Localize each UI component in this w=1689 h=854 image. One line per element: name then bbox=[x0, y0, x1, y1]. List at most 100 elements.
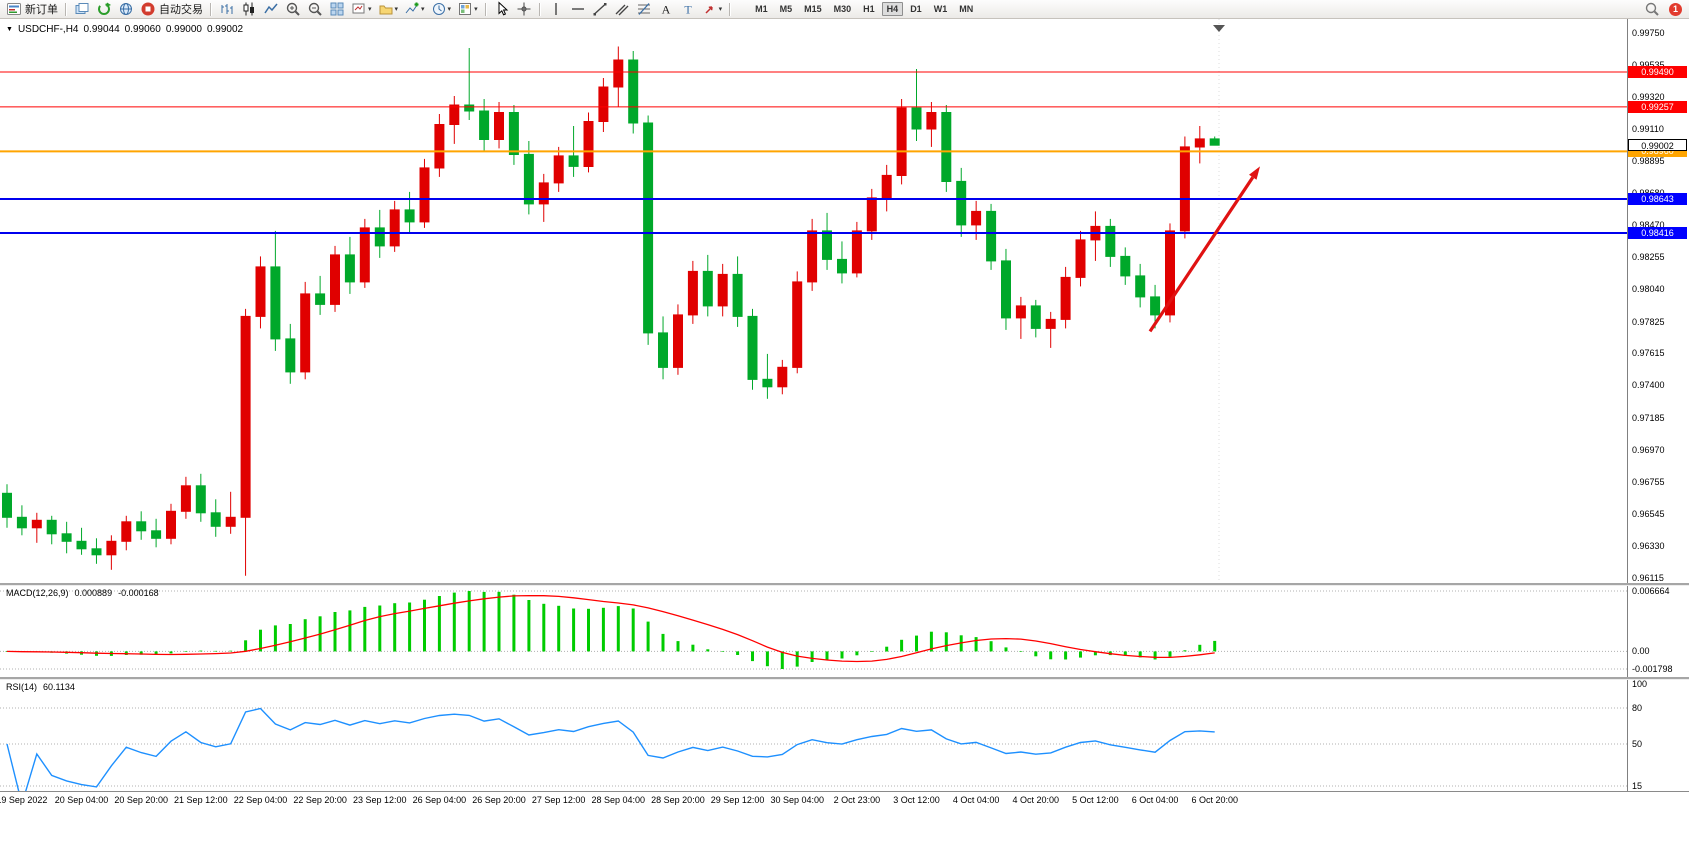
chart-menu-icon[interactable]: ▼ bbox=[6, 26, 13, 33]
timeframe-mn[interactable]: MN bbox=[959, 4, 974, 14]
panel-splitter[interactable] bbox=[0, 583, 1689, 586]
timeframe-m15[interactable]: M15 bbox=[804, 4, 822, 14]
timeframe-h4[interactable]: H4 bbox=[881, 2, 904, 16]
new-order-button[interactable]: 新订单 bbox=[4, 1, 60, 18]
time-axis-label: 30 Sep 04:00 bbox=[770, 795, 824, 805]
candle bbox=[1135, 275, 1146, 298]
autotrading-button[interactable]: 自动交易 bbox=[138, 1, 205, 18]
macd-bar bbox=[288, 624, 292, 652]
time-axis-label: 21 Sep 12:00 bbox=[174, 795, 228, 805]
macd-bar bbox=[646, 621, 650, 652]
candle bbox=[717, 273, 728, 307]
line-chart-icon[interactable] bbox=[261, 1, 281, 18]
rsi-indicator-panel[interactable] bbox=[0, 679, 1689, 791]
candle bbox=[1150, 296, 1161, 316]
candle bbox=[449, 104, 460, 125]
autotrading-icon bbox=[140, 1, 156, 17]
macd-bar bbox=[378, 605, 382, 652]
candle bbox=[300, 293, 311, 373]
macd-bar bbox=[1198, 644, 1202, 652]
macd-bar bbox=[676, 641, 680, 652]
time-axis-label: 3 Oct 12:00 bbox=[893, 795, 940, 805]
macd-bar bbox=[929, 631, 933, 652]
vertical-line-icon[interactable] bbox=[546, 1, 566, 18]
candle bbox=[31, 519, 42, 529]
macd-bar bbox=[989, 641, 993, 652]
macd-bar bbox=[259, 629, 262, 652]
equidistant-channel-icon[interactable] bbox=[612, 1, 632, 18]
macd-bar bbox=[974, 637, 978, 652]
crosshair-icon[interactable] bbox=[514, 1, 534, 18]
timeframe-h1[interactable]: H1 bbox=[863, 4, 875, 14]
macd-bar bbox=[1004, 647, 1008, 652]
timeframe-m1[interactable]: M1 bbox=[755, 4, 768, 14]
fibonacci-icon[interactable] bbox=[634, 1, 654, 18]
arrows-icon[interactable]: ▾ bbox=[700, 1, 725, 18]
candle bbox=[1105, 225, 1116, 257]
macd-bar bbox=[691, 644, 695, 652]
time-axis[interactable]: 19 Sep 2022 20 Sep 04:00 20 Sep 20:00 21 Se… bbox=[0, 791, 1689, 854]
text-icon[interactable]: A bbox=[656, 1, 676, 18]
candle bbox=[195, 485, 206, 514]
macd-bar bbox=[885, 646, 889, 652]
macd-bar bbox=[199, 650, 203, 652]
candle bbox=[583, 121, 594, 167]
horizontal-line-icon[interactable] bbox=[568, 1, 588, 18]
timeframe-d1[interactable]: D1 bbox=[910, 4, 922, 14]
new-chart-icon[interactable]: ▾ bbox=[349, 1, 374, 18]
candle bbox=[315, 293, 326, 305]
chart-title: ▼ USDCHF-,H4 0.99044 0.99060 0.99000 0.9… bbox=[6, 24, 248, 35]
candle bbox=[151, 530, 162, 539]
macd-bar bbox=[333, 612, 337, 652]
macd-bar bbox=[810, 651, 814, 662]
panel-splitter[interactable] bbox=[0, 677, 1689, 680]
candle bbox=[225, 516, 236, 527]
templates-icon[interactable]: ▾ bbox=[455, 1, 480, 18]
periods-icon[interactable]: ▾ bbox=[429, 1, 454, 18]
macd-bar bbox=[1213, 640, 1217, 652]
macd-bar bbox=[557, 605, 561, 652]
timeframe-m5[interactable]: M5 bbox=[779, 4, 793, 14]
time-axis-label: 20 Sep 04:00 bbox=[54, 795, 109, 805]
macd-title: MACD(12,26,9) 0.000889 -0.000168 bbox=[6, 588, 165, 598]
candle bbox=[986, 210, 997, 262]
macd-bar bbox=[780, 651, 784, 669]
chart-window-icon[interactable] bbox=[72, 1, 92, 18]
main-price-chart[interactable] bbox=[0, 19, 1689, 583]
time-axis-label: 4 Oct 04:00 bbox=[952, 795, 1000, 805]
refresh-icon[interactable] bbox=[94, 1, 114, 18]
cursor-icon[interactable] bbox=[492, 1, 512, 18]
profiles-icon[interactable]: ▾ bbox=[376, 1, 401, 18]
candle bbox=[851, 230, 862, 274]
text-label-icon[interactable]: T bbox=[678, 1, 698, 18]
time-axis-label: 19 Sep 2022 bbox=[0, 795, 48, 805]
candle bbox=[1015, 305, 1026, 319]
bars-chart-icon[interactable] bbox=[217, 1, 237, 18]
candle bbox=[210, 512, 221, 527]
candle bbox=[643, 122, 654, 334]
rsi-title: RSI(14) 60.1134 bbox=[6, 682, 81, 692]
candle bbox=[732, 273, 743, 317]
trendline-icon[interactable] bbox=[590, 1, 610, 18]
candlestick-chart-icon[interactable] bbox=[239, 1, 259, 18]
macd-indicator-panel[interactable] bbox=[0, 585, 1689, 677]
search-icon[interactable] bbox=[1642, 1, 1662, 18]
notification-badge[interactable]: 1 bbox=[1669, 2, 1682, 16]
zoom-out-icon[interactable] bbox=[305, 1, 325, 18]
dropdown-caret: ▾ bbox=[394, 6, 399, 13]
globe-icon[interactable] bbox=[116, 1, 136, 18]
candle bbox=[106, 540, 117, 556]
timeframe-w1[interactable]: W1 bbox=[933, 4, 948, 14]
indicators-icon[interactable]: ▾ bbox=[402, 1, 427, 18]
time-axis-label: 26 Sep 04:00 bbox=[412, 795, 467, 805]
zoom-in-icon[interactable] bbox=[283, 1, 303, 18]
macd-bar bbox=[452, 592, 456, 652]
candle bbox=[508, 112, 519, 155]
macd-bar bbox=[467, 591, 471, 652]
timeframe-m30[interactable]: M30 bbox=[833, 4, 852, 14]
candle bbox=[434, 124, 445, 169]
tile-windows-icon[interactable] bbox=[327, 1, 347, 18]
time-axis-label: 28 Sep 20:00 bbox=[651, 795, 705, 805]
candle bbox=[1120, 255, 1131, 277]
time-axis-label: 28 Sep 04:00 bbox=[591, 795, 646, 805]
